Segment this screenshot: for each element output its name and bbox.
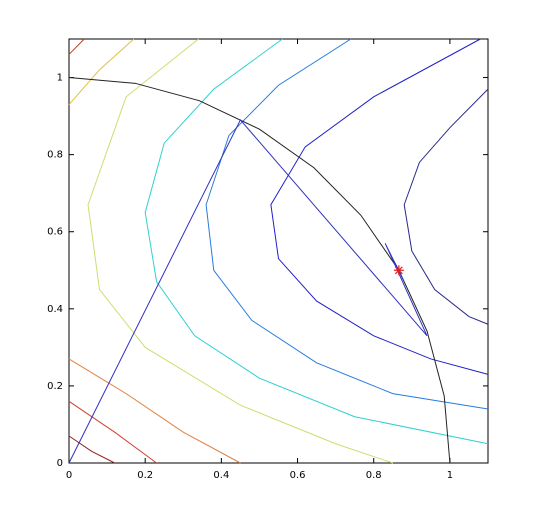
curve	[403, 88, 489, 325]
curve	[68, 38, 85, 55]
curve	[68, 38, 135, 105]
x-tick-label: 1	[447, 470, 453, 481]
marker	[393, 265, 404, 276]
x-tick-label: 0.6	[290, 470, 306, 481]
y-tick-label: 0.2	[47, 381, 63, 392]
curve	[68, 77, 451, 464]
plot-area	[68, 38, 489, 464]
curve	[68, 435, 115, 464]
x-tick-label: 0.8	[366, 470, 382, 481]
curve	[144, 38, 489, 445]
x-tick-label: 0	[66, 470, 72, 481]
y-tick-label: 0.6	[47, 227, 63, 238]
curve	[87, 38, 393, 464]
x-tick-label: 0.2	[137, 470, 153, 481]
y-tick-label: 0.8	[47, 150, 63, 161]
y-tick-label: 0	[57, 458, 63, 469]
y-tick-label: 1	[57, 73, 63, 84]
curve	[205, 38, 489, 410]
curve	[68, 358, 241, 464]
curve	[270, 38, 489, 375]
curve	[68, 119, 428, 464]
curve	[68, 400, 157, 464]
x-tick-label: 0.4	[213, 470, 229, 481]
y-tick-label: 0.4	[47, 304, 63, 315]
